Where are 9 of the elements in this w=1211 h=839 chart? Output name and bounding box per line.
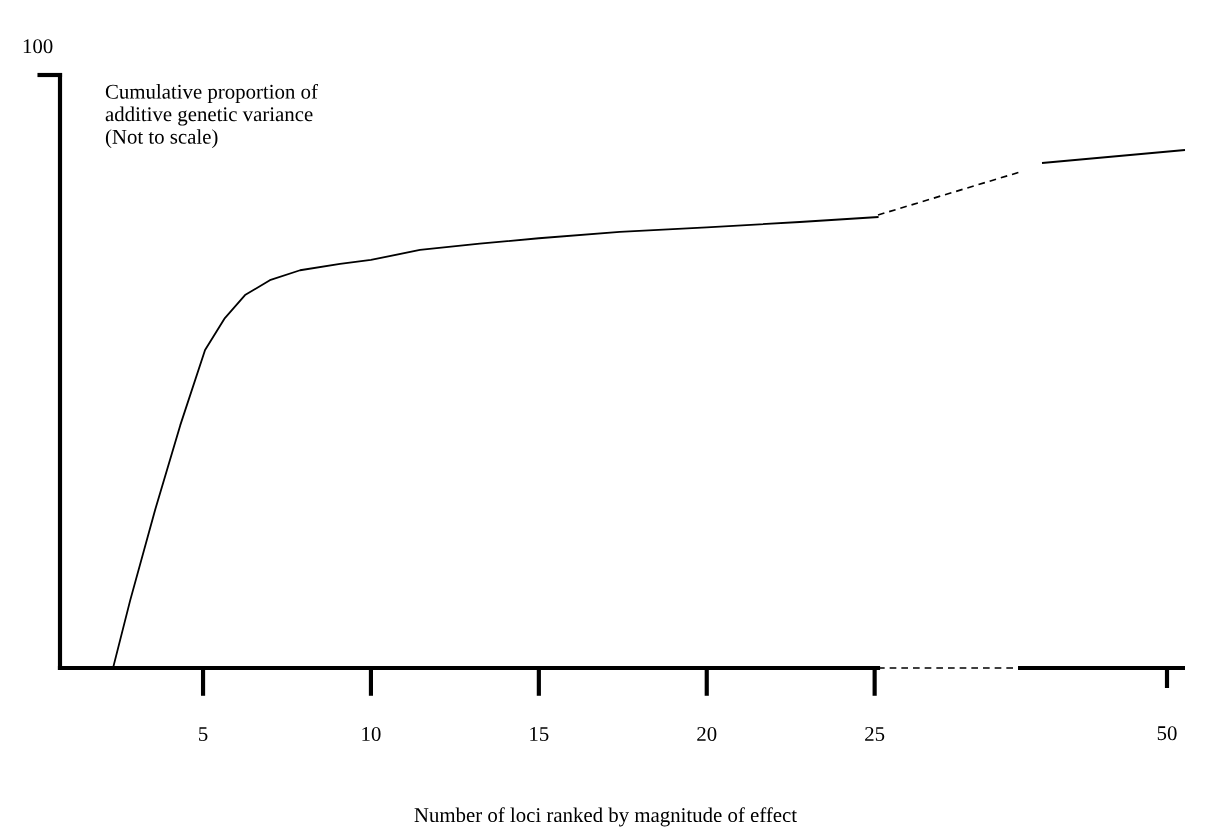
text: 100 [23, 39, 53, 54]
y-axis-title: Cumulative proportion of additive genetic variance (Not to scale) [105, 83, 318, 149]
x-tick-label: 10 [362, 726, 381, 741]
x-tick-label: 20 [697, 726, 717, 741]
x-axis-title: Number of loci ranked by magnitude of effect [414, 807, 797, 827]
x-tick-label: 15 [530, 727, 549, 741]
x-tick-label: 25 [865, 726, 885, 741]
x-tick-label: 5 [199, 727, 208, 741]
text: 50 [1157, 726, 1177, 741]
